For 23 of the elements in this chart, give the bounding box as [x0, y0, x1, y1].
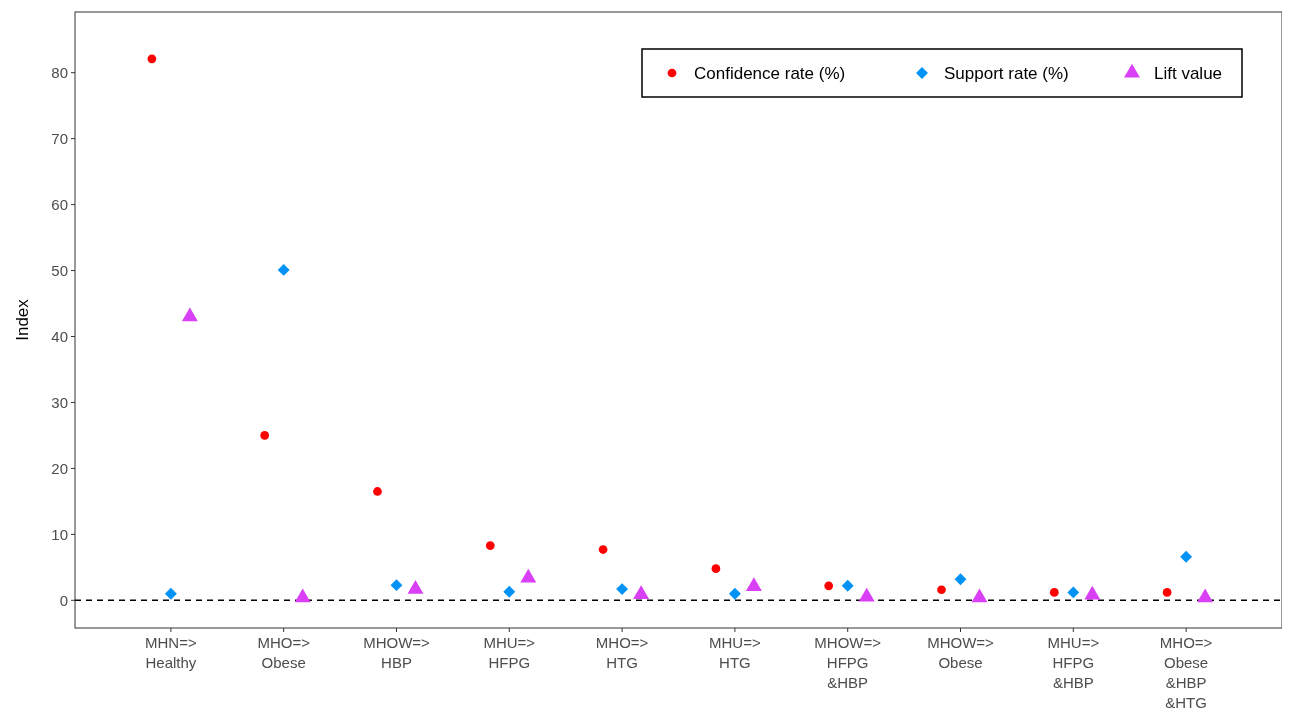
- legend-label: Support rate (%): [944, 63, 1069, 83]
- y-tick-label: 20: [51, 459, 68, 477]
- y-tick-label: 70: [51, 129, 68, 147]
- x-tick-label: MHU=> HFPG: [483, 634, 536, 671]
- legend-label: Confidence rate (%): [694, 63, 846, 83]
- x-tick-label: MHN=> Healthy: [145, 634, 197, 671]
- y-tick-label: 50: [51, 261, 68, 279]
- x-tick-label: MHOW=> HBP: [363, 634, 431, 671]
- y-tick-label: 30: [51, 393, 68, 411]
- y-tick-label: 60: [51, 195, 68, 213]
- x-tick-label: MHOW=> HFPG &HBP: [814, 634, 882, 691]
- x-tick-label: MHO=> HTG: [595, 634, 649, 671]
- y-tick-label: 80: [51, 63, 68, 81]
- y-axis-title: Index: [13, 298, 32, 341]
- y-tick-label: 10: [51, 525, 68, 543]
- y-tick-label: 40: [51, 327, 68, 345]
- x-tick-label: MHOW=> Obese: [927, 634, 995, 671]
- legend-label: Lift value: [1154, 63, 1223, 83]
- x-tick-label: MHO=> Obese: [257, 634, 311, 671]
- x-tick-label: MHU=> HTG: [709, 634, 761, 671]
- y-tick-label: 0: [59, 591, 68, 609]
- x-tick-label: MHO=> Obese &HBP &HTG: [1159, 634, 1213, 711]
- x-tick-label: MHU=> HFPG &HBP: [1047, 634, 1100, 691]
